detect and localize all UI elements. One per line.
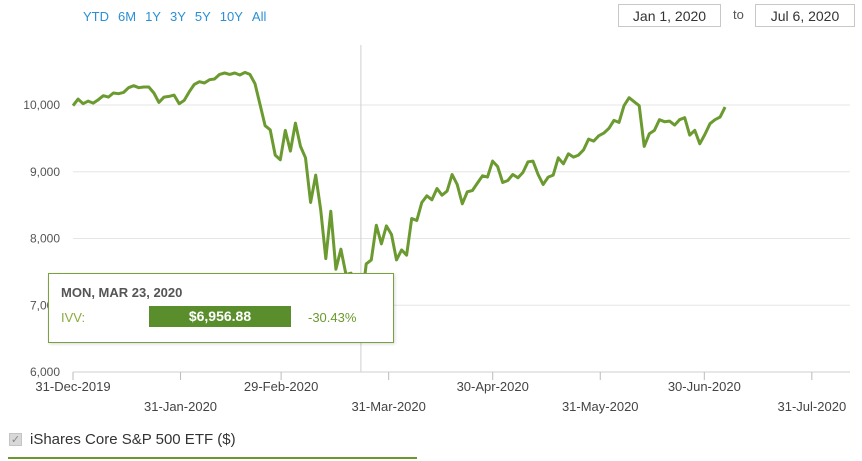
legend-label[interactable]: iShares Core S&P 500 ETF ($) — [30, 431, 236, 448]
range-selector: YTD 6M 1Y 3Y 5Y 10Y All — [83, 8, 275, 26]
x-tick-label: 30-Apr-2020 — [457, 379, 529, 394]
range-button-3y[interactable]: 3Y — [169, 9, 186, 24]
range-button-5y[interactable]: 5Y — [194, 9, 211, 24]
tooltip-date: MON, MAR 23, 2020 — [61, 285, 183, 300]
y-tick-label: 9,000 — [30, 165, 60, 179]
range-button-1y[interactable]: 1Y — [145, 9, 161, 24]
range-button-ytd[interactable]: YTD — [83, 9, 109, 24]
y-tick-label: 10,000 — [23, 98, 60, 112]
date-to-input[interactable]: Jul 6, 2020 — [755, 4, 855, 27]
y-tick-label: 8,000 — [30, 232, 60, 246]
x-axis-ticks: 31-Dec-2019 31-Jan-2020 29-Feb-2020 31-Mar-… — [35, 372, 846, 414]
tooltip-value: $6,956.88 — [149, 306, 291, 327]
x-tick-label: 31-Mar-2020 — [351, 399, 425, 414]
x-tick-label: 31-Jan-2020 — [144, 399, 217, 414]
x-tick-label: 30-Jun-2020 — [668, 379, 741, 394]
legend-checkbox[interactable]: ✓ — [9, 433, 22, 446]
chart-legend: ✓ iShares Core S&P 500 ETF ($) — [8, 431, 417, 459]
range-button-all[interactable]: All — [251, 9, 267, 24]
range-button-6m[interactable]: 6M — [118, 9, 137, 24]
x-tick-label: 29-Feb-2020 — [244, 379, 318, 394]
tooltip-change: -30.43% — [308, 310, 357, 325]
x-tick-label: 31-May-2020 — [562, 399, 639, 414]
date-to-label: to — [733, 7, 744, 22]
x-tick-label: 31-Dec-2019 — [35, 379, 110, 394]
chart-tooltip: MON, MAR 23, 2020 IVV: $6,956.88 -30.43% — [48, 273, 394, 343]
y-tick-label: 6,000 — [30, 365, 60, 379]
range-button-10y[interactable]: 10Y — [219, 9, 243, 24]
date-from-input[interactable]: Jan 1, 2020 — [618, 4, 721, 27]
x-tick-label: 31-Jul-2020 — [778, 399, 847, 414]
series-line-ivv — [71, 70, 727, 310]
tooltip-ticker: IVV: — [61, 310, 86, 325]
